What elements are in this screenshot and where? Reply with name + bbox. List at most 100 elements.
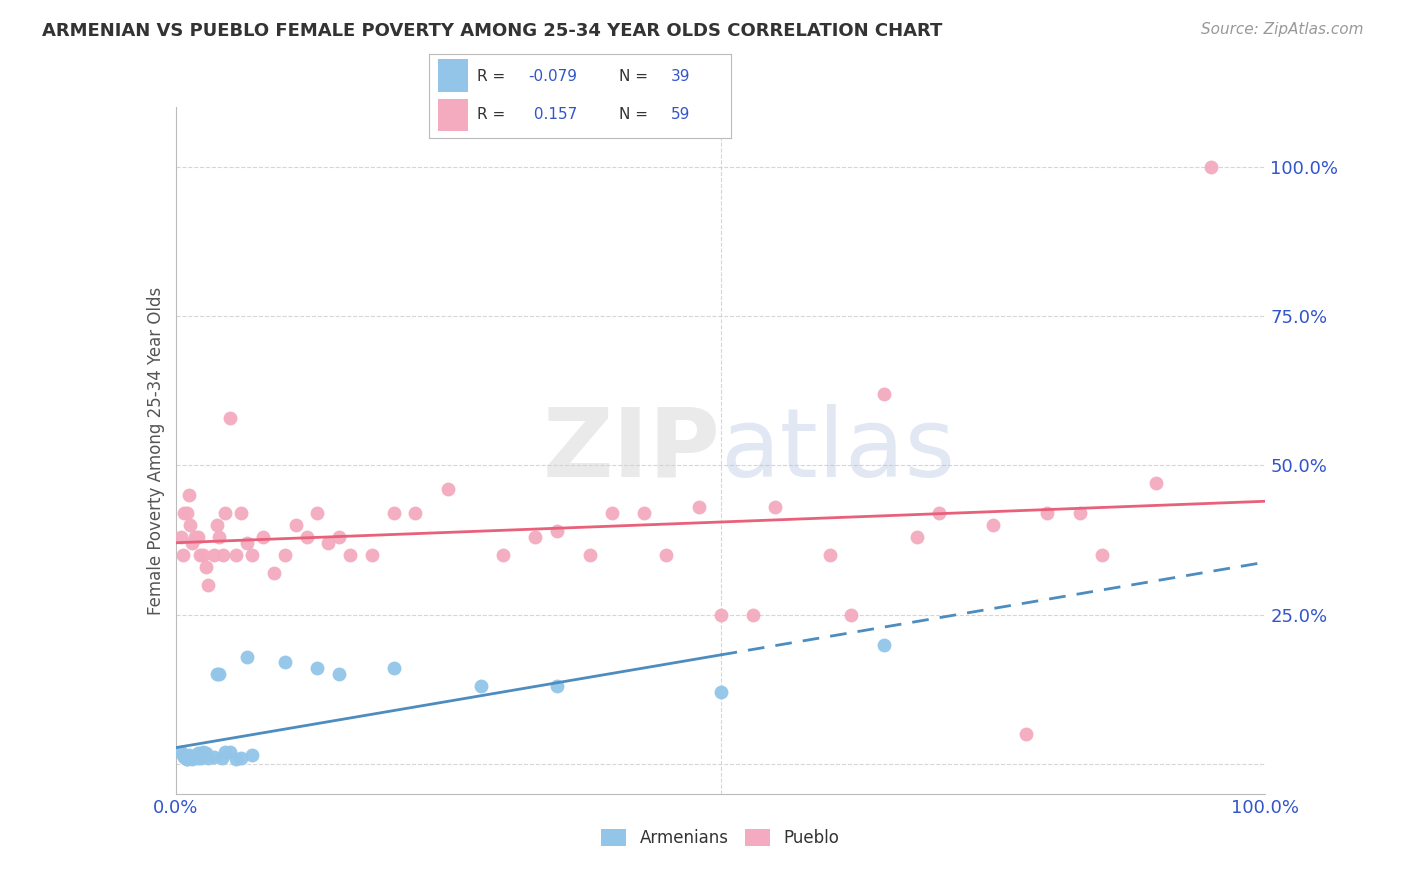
Point — [172, 548, 194, 562]
Point — [195, 746, 218, 760]
Point — [225, 548, 247, 562]
Point — [179, 518, 201, 533]
Point — [181, 752, 204, 766]
Point — [176, 751, 198, 765]
Point — [208, 667, 231, 681]
Point — [841, 607, 863, 622]
Point — [295, 530, 318, 544]
Text: ZIP: ZIP — [543, 404, 721, 497]
Point — [284, 518, 307, 533]
Point — [181, 536, 204, 550]
Point — [873, 638, 896, 652]
Point — [360, 548, 382, 562]
Point — [600, 506, 623, 520]
Point — [307, 506, 329, 520]
Point — [197, 751, 219, 765]
Point — [274, 548, 297, 562]
Point — [524, 530, 547, 544]
Point — [191, 745, 214, 759]
Point — [188, 747, 211, 762]
Point — [225, 752, 247, 766]
Text: -0.079: -0.079 — [529, 69, 578, 84]
Point — [1036, 506, 1059, 520]
Point — [240, 548, 263, 562]
Point — [219, 410, 242, 425]
Point — [188, 548, 211, 562]
Point — [231, 751, 253, 765]
Point — [263, 566, 285, 580]
Point — [655, 548, 678, 562]
Point — [197, 578, 219, 592]
Point — [328, 530, 350, 544]
Text: Source: ZipAtlas.com: Source: ZipAtlas.com — [1201, 22, 1364, 37]
Point — [195, 560, 218, 574]
Point — [186, 751, 209, 765]
Point — [214, 506, 236, 520]
Point — [382, 506, 405, 520]
Point — [202, 749, 225, 764]
Point — [176, 506, 198, 520]
Point — [1091, 548, 1114, 562]
Point — [546, 524, 568, 538]
Point — [981, 518, 1004, 533]
Point — [181, 751, 204, 765]
Point — [405, 506, 427, 520]
Point — [190, 751, 212, 765]
Text: N =: N = — [619, 107, 648, 122]
Point — [208, 530, 231, 544]
Bar — [437, 60, 468, 92]
Point — [873, 386, 896, 401]
Point — [763, 500, 786, 515]
Point — [235, 536, 257, 550]
Legend: Armenians, Pueblo: Armenians, Pueblo — [602, 830, 839, 847]
Point — [710, 685, 733, 699]
Point — [382, 661, 405, 675]
Point — [181, 751, 204, 765]
Point — [170, 745, 193, 759]
Point — [179, 749, 201, 764]
Point — [173, 749, 195, 764]
Text: R =: R = — [477, 69, 505, 84]
Bar — [437, 99, 468, 131]
Point — [1015, 727, 1038, 741]
Point — [328, 667, 350, 681]
Text: 39: 39 — [671, 69, 690, 84]
Point — [905, 530, 928, 544]
Point — [240, 747, 263, 762]
Point — [174, 751, 197, 765]
Point — [176, 752, 198, 766]
Point — [688, 500, 710, 515]
Point — [177, 488, 200, 502]
Point — [307, 661, 329, 675]
Point — [710, 607, 733, 622]
Point — [492, 548, 515, 562]
Point — [742, 607, 765, 622]
Text: atlas: atlas — [721, 404, 956, 497]
Point — [219, 745, 242, 759]
Point — [633, 506, 655, 520]
Point — [177, 747, 200, 762]
Point — [202, 548, 225, 562]
Point — [211, 751, 233, 765]
Point — [205, 518, 228, 533]
Point — [1144, 476, 1167, 491]
Point — [470, 679, 492, 693]
Point — [318, 536, 340, 550]
Point — [437, 483, 460, 497]
Point — [172, 747, 194, 762]
Text: 0.157: 0.157 — [529, 107, 576, 122]
Point — [274, 656, 297, 670]
Point — [235, 649, 257, 664]
Point — [191, 548, 214, 562]
Point — [173, 506, 195, 520]
Point — [191, 747, 214, 762]
Text: N =: N = — [619, 69, 648, 84]
Point — [184, 530, 207, 544]
Point — [1199, 160, 1222, 174]
Point — [184, 749, 207, 764]
Point — [818, 548, 841, 562]
Point — [579, 548, 602, 562]
Text: 59: 59 — [671, 107, 690, 122]
Text: R =: R = — [477, 107, 505, 122]
Point — [214, 745, 236, 759]
